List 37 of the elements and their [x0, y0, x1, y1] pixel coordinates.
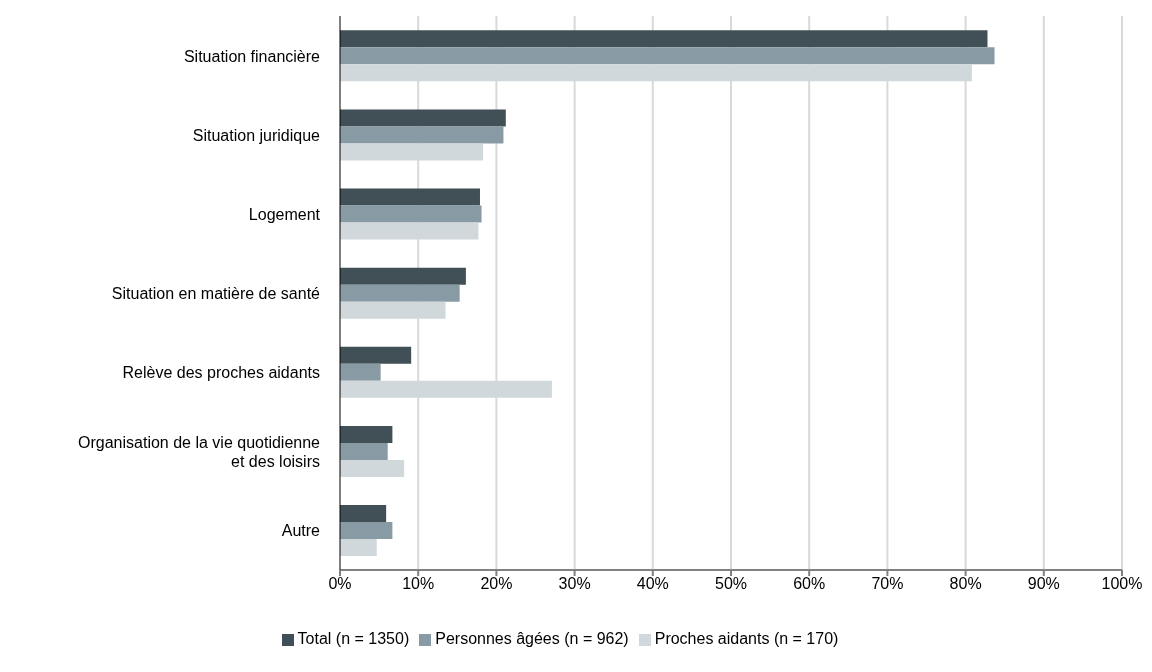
legend-label: Total (n = 1350)	[297, 630, 410, 647]
bar	[340, 522, 393, 540]
x-tick-label: 60%	[793, 575, 826, 593]
bar	[340, 267, 466, 285]
y-tick-label: Situation financière	[183, 47, 321, 65]
bar	[340, 505, 387, 523]
y-tick-label: Situation juridique	[192, 126, 321, 144]
y-tick-label: Logement	[248, 205, 321, 223]
bar	[340, 459, 405, 477]
x-tick-label: 30%	[558, 575, 591, 593]
x-tick-label: 80%	[949, 575, 982, 593]
x-tick-label: 10%	[402, 575, 435, 593]
x-tick-label: 0%	[328, 575, 352, 593]
bar	[340, 126, 504, 144]
x-tick-label: 20%	[480, 575, 513, 593]
y-tick-label: Organisation de la vie quotidienne et des loisirs	[78, 433, 321, 470]
bar	[340, 442, 388, 460]
y-tick-label: Situation en matière de santé	[111, 284, 321, 302]
bar	[340, 30, 988, 48]
bar	[340, 109, 506, 127]
x-tick-label: 40%	[636, 575, 669, 593]
bar	[340, 188, 480, 206]
bar	[340, 539, 377, 557]
y-tick-label: Autre	[281, 521, 321, 539]
bar	[340, 47, 995, 65]
legend-label: Proches aidants (n = 170)	[654, 630, 839, 647]
bar	[340, 346, 412, 364]
x-tick-label: 70%	[871, 575, 904, 593]
bar	[340, 205, 482, 223]
y-tick-label: Relève des proches aidants	[122, 363, 320, 381]
x-tick-label: 90%	[1027, 575, 1060, 593]
x-tick-label: 50%	[714, 575, 748, 593]
bar	[340, 284, 460, 302]
bar	[340, 363, 381, 381]
x-tick-label: 100%	[1101, 575, 1143, 593]
legend-label: Personnes âgées (n = 962)	[435, 630, 629, 647]
bar	[340, 425, 393, 443]
